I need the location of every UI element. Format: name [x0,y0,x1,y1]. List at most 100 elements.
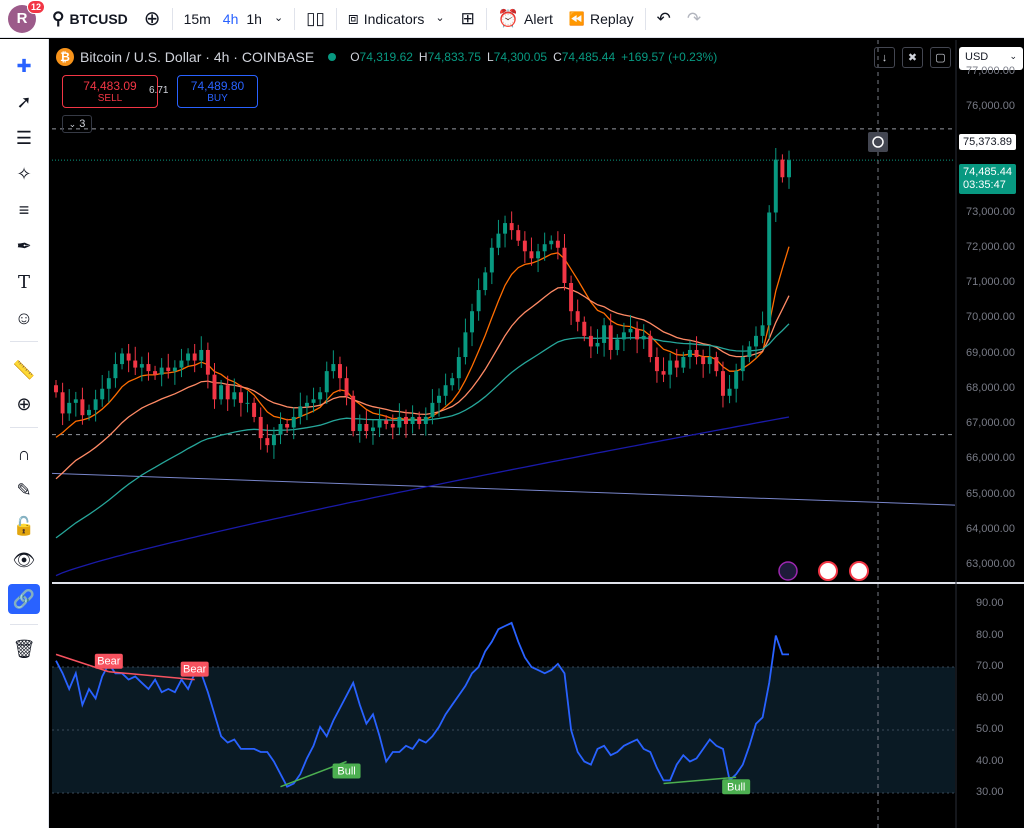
sell-button[interactable]: 74,483.09 SELL [62,75,158,108]
timeframe-label: 4h [222,10,239,27]
candle-body [212,374,217,400]
timeframe-label: 1h [246,10,262,27]
candle-body [503,223,508,234]
text-tool[interactable]: T [8,267,40,297]
low-label: L [486,50,494,64]
redo-button[interactable]: ↷ [679,0,709,38]
candle-body [219,385,224,400]
candle-body [780,159,785,178]
collapse-button[interactable]: ✖ [902,47,923,68]
maximize-button[interactable]: ▢ [930,47,951,68]
candles-icon: ▯▯ [306,9,325,28]
timeframe-15m[interactable]: 15m [176,0,219,38]
sync-drawings-tool[interactable]: 🔗 [8,584,40,614]
candle-body [443,385,448,396]
trend-line-tool[interactable]: ➚ [8,87,40,117]
candle-body [470,311,475,333]
last-price: 74,485.44 [963,166,1012,178]
undo-button[interactable]: ↶ [649,0,679,38]
ema-fast-line [55,246,790,438]
zoom-tool[interactable]: ⊕ [8,389,40,419]
candle-body [377,420,382,428]
candle-body [172,367,177,372]
lock-drawings-tool[interactable]: ✎ [8,475,40,505]
brush-tool[interactable]: ✒ [8,231,40,261]
rsi-axis-tick: 30.00 [976,786,1004,798]
measure-tool[interactable]: 📏 [8,355,40,385]
candle-body [423,416,428,424]
undo-icon: ↶ [656,9,671,28]
crosshair-tool[interactable]: ✚ [8,51,40,81]
indicators-button[interactable]: ⧈ Indicators ⌄ [340,0,453,38]
candle-body [787,160,791,178]
candle-body [166,367,171,372]
timeframe-1h[interactable]: 1h [242,0,266,38]
candle-body [324,371,329,393]
eye-icon: 👁 [12,549,36,570]
hide-drawings-tool[interactable]: 👁 [8,545,40,575]
remove-drawings-tool[interactable]: 🗑 [8,634,40,664]
emoji-tool[interactable]: ☺ [8,303,40,333]
candle-body [351,395,356,432]
top-toolbar: R 12 ⚲ BTCUSD ⊕ 15m 4h 1h ⌄ ▯▯ ⧈ Indicat… [0,0,1024,38]
price-axis-tick: 67,000.00 [966,417,1015,429]
chart-canvas[interactable]: Bear Bear Bull Bull [52,40,1024,828]
sell-price: 74,483.09 [83,79,137,93]
candle-body [113,364,118,379]
candle-body [73,399,78,403]
symbol-search-button[interactable]: ⚲ BTCUSD [44,0,136,38]
buy-button[interactable]: 74,489.80 BUY [177,75,258,108]
chart-area[interactable]: Bear Bear Bull Bull ₿ Bitcoin / U.S. Dollar… [52,40,1024,828]
layouts-button[interactable]: ⊞ [453,0,483,38]
candle-body [106,378,111,389]
chevron-down-icon: ⌄ [435,12,445,24]
drawing-toolbar: ✚ ➚ ☰ ✧ ≡ ✒ T ☺ 📏 ⊕ ∩ ✎ 🔓 👁 🔗 🗑 [0,39,49,828]
fib-tool[interactable]: ☰ [8,123,40,153]
candle-body [536,251,541,259]
candle-body [661,371,666,375]
brush-icon: ✒ [16,235,32,256]
last-price-badge: 74,485.44 03:35:47 [959,164,1016,194]
redo-icon: ↷ [686,9,702,28]
compare-symbol-button[interactable]: ⊕ [136,0,169,38]
price-axis-tick: 76,000.00 [966,99,1015,112]
chevron-down-icon: ⌄ [68,118,77,129]
candle-body [153,371,158,375]
ohlc-change: +169.57 (+0.23%) [621,50,717,64]
rsi-axis-tick: 70.00 [976,660,1004,672]
candle-body [126,353,131,361]
toolbar-divider [335,7,337,30]
candle-body [628,328,633,333]
magnet-tool[interactable]: ∩ [8,439,40,469]
candle-body [773,159,778,213]
price-axis-tick: 69,000.00 [966,346,1015,359]
rsi-axis-tick: 80.00 [976,628,1004,641]
fib-lines-icon: ☰ [15,127,33,148]
scroll-down-button[interactable]: ↓ [874,47,895,68]
add-circle-icon: ⊕ [143,7,161,30]
low-value: 74,300.05 [493,50,548,64]
rewind-icon: ⏪ [568,11,586,26]
replay-button[interactable]: ⏪ Replay [561,0,642,38]
candle-body [483,272,488,291]
pattern-tool[interactable]: ✧ [8,159,40,189]
currency-select[interactable]: USD ⌄ [959,47,1023,70]
bitcoin-icon: ₿ [56,48,74,66]
alert-button[interactable]: ⏰ Alert [490,0,561,38]
collapse-icon: ✖ [907,52,918,64]
candle-body [245,402,250,404]
lock-all-tool[interactable]: 🔓 [8,511,40,541]
ohlc-low: L74,300.05 [487,50,547,64]
ohlc-close: C74,485.44 [553,50,615,64]
lightning-event-icon [778,561,798,581]
price-axis-tick: 70,000.00 [966,311,1015,324]
projection-tool[interactable]: ≡ [8,195,40,225]
user-avatar[interactable]: R 12 [8,0,45,33]
timeframe-4h[interactable]: 4h [219,0,243,38]
collapse-indicators-button[interactable]: ⌄ 3 [62,115,92,133]
chart-type-button[interactable]: ▯▯ [298,0,333,38]
candle-body [727,388,732,396]
candle-body [549,240,554,245]
candle-body [146,364,151,372]
timeframe-dropdown[interactable]: ⌄ [266,0,291,38]
